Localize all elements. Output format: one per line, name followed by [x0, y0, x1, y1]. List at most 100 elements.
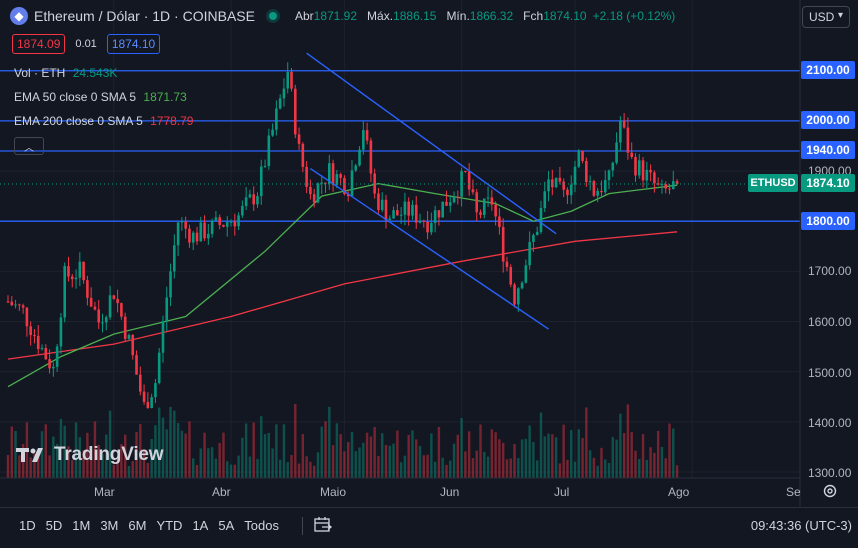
chart-header: ◆ Ethereum / Dólar · 1D · COINBASE Abr18…	[10, 7, 675, 25]
candle-body	[210, 220, 214, 234]
period-1d-button[interactable]: 1D	[19, 518, 36, 533]
volume-bar	[358, 447, 361, 478]
volume-bar	[592, 457, 596, 478]
volume-bar	[154, 425, 157, 478]
period-5d-button[interactable]: 5D	[45, 518, 63, 533]
symbol-title[interactable]: Ethereum / Dólar · 1D · COINBASE	[34, 8, 255, 24]
time-axis-label: Abr	[212, 485, 231, 499]
chevron-up-icon: ︿	[24, 142, 34, 154]
level-tag-1800[interactable]: 1800.00	[801, 212, 855, 230]
candle-body	[222, 224, 225, 227]
candle-body	[373, 173, 376, 194]
level-tag-2000[interactable]: 2000.00	[801, 111, 855, 129]
period-ytd-button[interactable]: YTD	[156, 518, 183, 533]
gear-icon[interactable]	[822, 483, 838, 499]
candle-body	[513, 284, 516, 305]
volume-bar	[252, 422, 255, 478]
volume-bar	[570, 429, 573, 478]
channel-lines[interactable]	[306, 52, 557, 330]
volume-bar	[596, 465, 599, 478]
volume-bar	[82, 449, 85, 478]
candle-body	[282, 88, 286, 99]
period-all-button[interactable]: Todos	[244, 518, 279, 533]
candle-body	[74, 277, 78, 280]
candle-body	[475, 192, 479, 213]
volume-bar	[645, 459, 649, 478]
candle-body	[320, 182, 324, 184]
candle-body	[615, 142, 618, 163]
candle-body	[517, 288, 520, 305]
candle-body	[104, 317, 108, 323]
period-3m-button[interactable]: 3M	[100, 518, 119, 533]
candle-body	[671, 181, 675, 190]
candle-body	[467, 171, 471, 190]
level-tag-2100[interactable]: 2100.00	[801, 61, 855, 79]
volume-bar	[63, 425, 66, 478]
candle-body	[131, 335, 135, 356]
volume-bar	[373, 427, 376, 478]
volume-bar	[74, 422, 78, 478]
symbol-price-tag: ETHUSD	[748, 174, 798, 192]
calendar-range-icon[interactable]	[313, 516, 333, 534]
volume-bar	[509, 458, 512, 478]
volume-bar	[108, 410, 112, 478]
currency-dropdown[interactable]: USD ▾	[802, 6, 850, 28]
legend-volume[interactable]: Vol · ETH 24.543K	[14, 66, 118, 80]
candle-body	[558, 177, 562, 182]
candle-body	[388, 218, 392, 221]
candle-body	[494, 204, 497, 217]
volume-bar	[418, 445, 422, 478]
toolbar-divider	[302, 517, 303, 535]
period-1m-button[interactable]: 1M	[72, 518, 91, 533]
horizontal-levels[interactable]	[0, 70, 800, 222]
volume-bar	[297, 463, 301, 478]
volume-bar	[490, 429, 494, 478]
volume-bar	[97, 444, 100, 478]
volume-bar	[256, 458, 259, 478]
sell-price-button[interactable]: 1874.09	[12, 34, 66, 54]
volume-bar	[551, 434, 554, 478]
period-1a-button[interactable]: 1A	[192, 518, 209, 533]
period-selector: 1D 5D 1M 3M 6M YTD 1A 5A Todos	[14, 518, 284, 533]
period-6m-button[interactable]: 6M	[128, 518, 147, 533]
candle-body	[142, 391, 146, 402]
candle-body	[112, 295, 116, 299]
volume-bar	[464, 451, 467, 478]
candle-body	[573, 166, 577, 185]
candle-body	[365, 130, 369, 141]
candle-body	[377, 193, 380, 211]
candle-body	[93, 306, 97, 310]
candle-body	[630, 152, 633, 158]
ohlc-low: Mín.1866.32	[446, 9, 514, 23]
volume-bar	[192, 458, 195, 478]
candle-body	[237, 215, 240, 227]
level-tag-1940[interactable]: 1940.00	[801, 141, 855, 159]
volume-bar	[547, 433, 550, 478]
legend-ema50[interactable]: EMA 50 close 0 SMA 5 1871.73	[14, 90, 187, 104]
period-5a-button[interactable]: 5A	[218, 518, 235, 533]
candle-body	[18, 304, 21, 306]
legend-collapse-button[interactable]: ︿	[14, 137, 44, 155]
volume-bar	[403, 455, 407, 478]
chart-grid	[0, 0, 800, 478]
volume-bar	[354, 451, 357, 478]
volume-bar	[286, 462, 289, 478]
clock-timezone[interactable]: 09:43:36 (UTC-3)	[750, 518, 852, 533]
candle-body	[271, 129, 274, 136]
candle-body	[263, 166, 267, 168]
candles	[6, 62, 679, 409]
volume-bar	[483, 451, 486, 478]
volume-bar	[426, 454, 429, 478]
candle-body	[233, 221, 237, 227]
candle-body	[44, 348, 48, 360]
volume-bar	[233, 464, 236, 478]
legend-ema200[interactable]: EMA 200 close 0 SMA 5 1778.79	[14, 114, 194, 128]
candle-body	[207, 233, 210, 239]
volume-bar	[89, 449, 93, 478]
volume-bar	[581, 438, 584, 478]
volume-bar	[320, 426, 323, 478]
volume-bar	[294, 404, 297, 478]
buy-price-button[interactable]: 1874.10	[106, 34, 161, 54]
candle-body	[399, 214, 403, 216]
